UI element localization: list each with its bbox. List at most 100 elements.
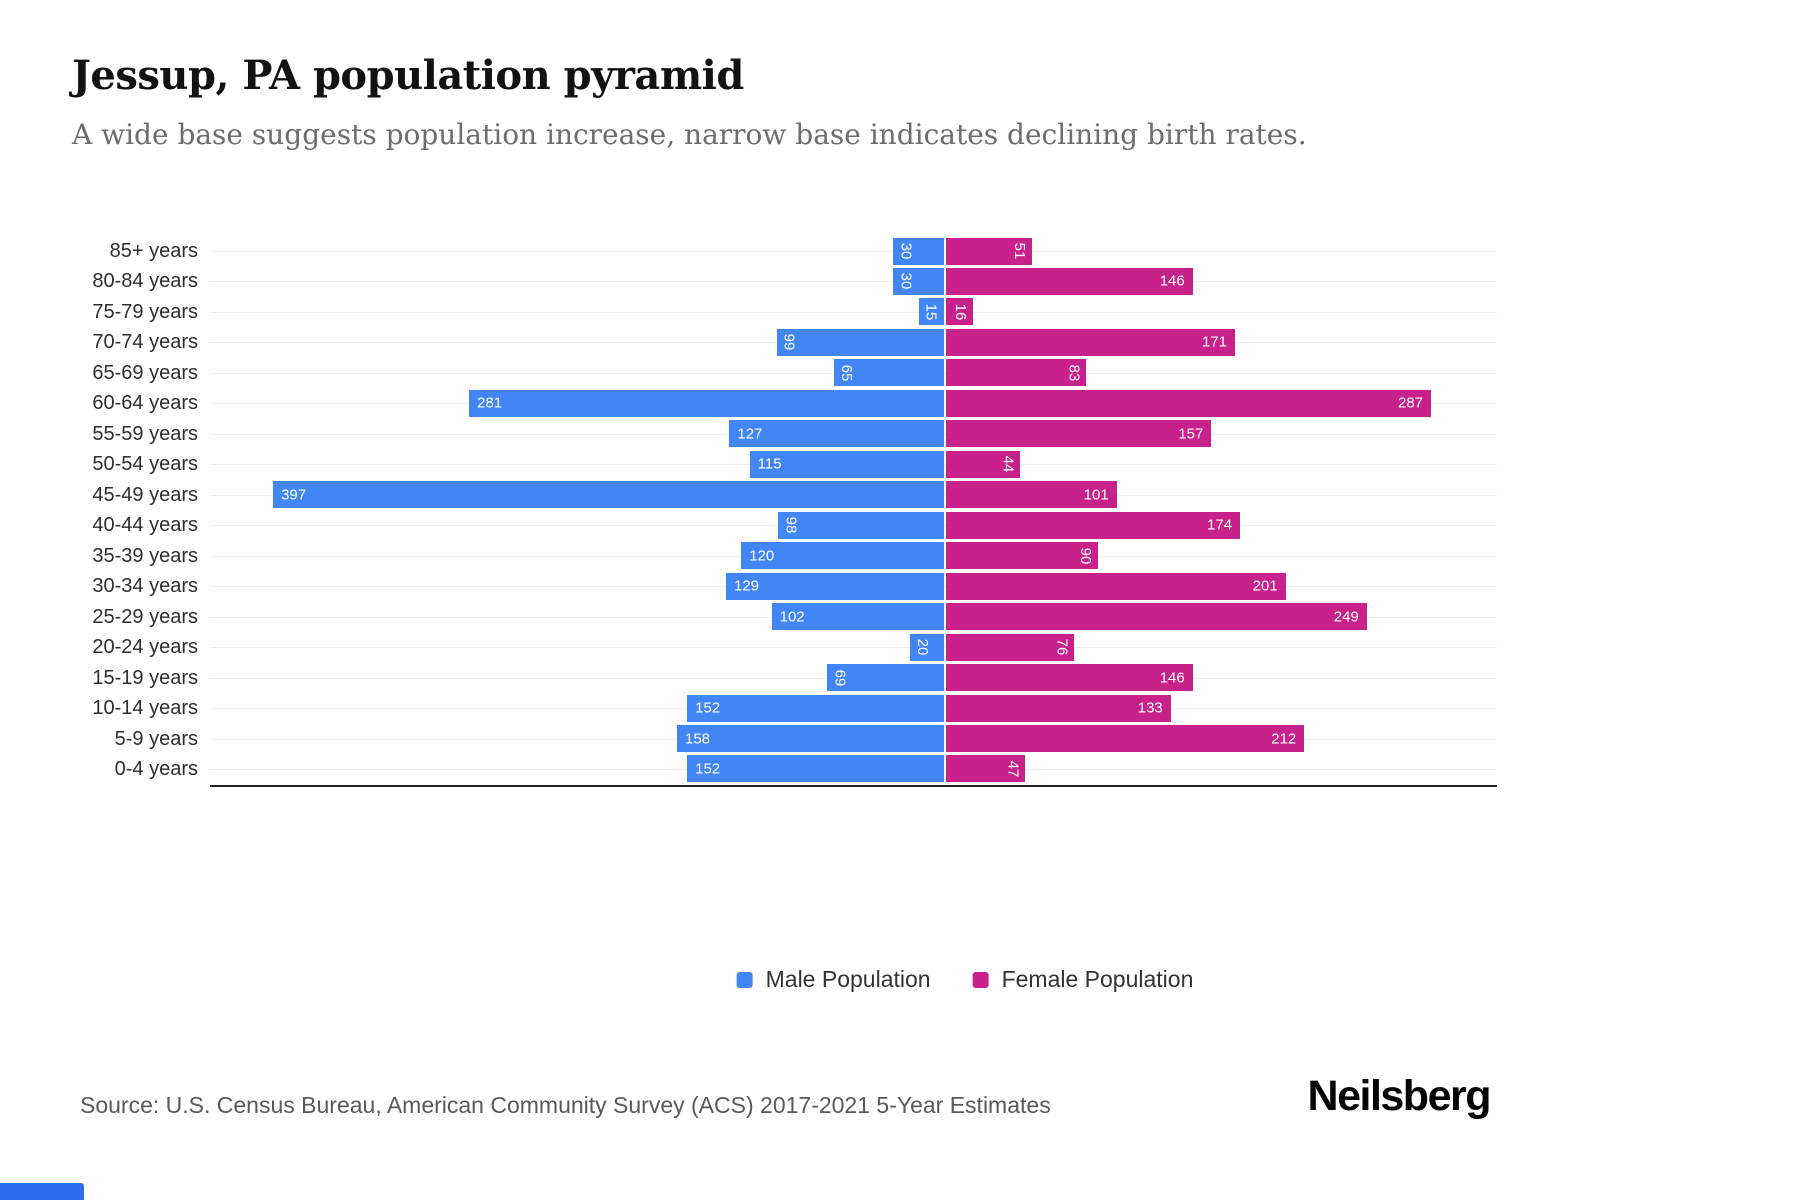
gridline: [210, 281, 1497, 282]
male-bar-40-44-years[interactable]: 98: [778, 511, 944, 539]
male-bar-50-54-years[interactable]: 115: [749, 450, 944, 478]
male-bar-45-49-years[interactable]: 397: [273, 481, 944, 509]
bar-value-label: 157: [1178, 425, 1204, 443]
age-group-label: 30-34 years: [92, 575, 198, 598]
age-group-label: 85+ years: [109, 240, 198, 262]
age-group-label: 45-49 years: [92, 483, 198, 506]
female-bar-25-29-years[interactable]: 249: [946, 603, 1367, 631]
bar-value-label: 201: [1252, 577, 1278, 595]
bar-value-label: 115: [757, 455, 782, 473]
legend-item-female[interactable]: Female Population: [972, 966, 1194, 993]
bar-value-label: 16: [952, 303, 970, 321]
male-bar-70-74-years[interactable]: 99: [776, 328, 944, 356]
bar-value-label: 146: [1159, 669, 1185, 687]
gridline: [210, 647, 1497, 648]
bar-value-label: 174: [1207, 516, 1233, 534]
chart-legend: Male Population Female Population: [736, 966, 1194, 993]
female-swatch-icon: [972, 971, 989, 988]
neilsberg-logo: Neilsberg: [1307, 1072, 1492, 1120]
legend-label-male: Male Population: [765, 966, 931, 992]
age-group-label: 80-84 years: [92, 270, 198, 293]
bar-value-label: 146: [1159, 272, 1185, 290]
female-bar-10-14-years[interactable]: 133: [946, 694, 1171, 722]
bar-value-label: 44: [999, 455, 1017, 473]
bar-value-label: 281: [477, 394, 503, 412]
female-bar-50-54-years[interactable]: 44: [946, 450, 1021, 478]
male-bar-15-19-years[interactable]: 69: [827, 664, 944, 692]
female-bar-20-24-years[interactable]: 76: [946, 633, 1075, 661]
legend-label-female: Female Population: [1001, 966, 1194, 992]
age-group-label: 35-39 years: [92, 544, 198, 567]
male-bar-30-34-years[interactable]: 129: [726, 572, 944, 600]
bar-value-label: 120: [749, 547, 775, 565]
bar-value-label: 47: [1004, 760, 1022, 778]
bar-value-label: 69: [831, 669, 849, 686]
legend-item-male[interactable]: Male Population: [736, 966, 931, 993]
female-bar-45-49-years[interactable]: 101: [946, 481, 1117, 509]
male-bar-55-59-years[interactable]: 127: [729, 420, 944, 448]
page-subtitle: A wide base suggests population increase…: [72, 118, 1307, 151]
male-bar-25-29-years[interactable]: 102: [771, 603, 944, 631]
female-bar-65-69-years[interactable]: 83: [946, 359, 1087, 387]
female-bar-55-59-years[interactable]: 157: [946, 420, 1212, 448]
age-group-label: 55-59 years: [92, 422, 198, 445]
age-group-label: 5-9 years: [114, 727, 198, 750]
male-bar-65-69-years[interactable]: 65: [834, 359, 944, 387]
male-swatch-icon: [736, 971, 753, 988]
bar-value-label: 101: [1083, 486, 1109, 504]
bar-value-label: 30: [897, 273, 915, 290]
bar-value-label: 287: [1397, 394, 1424, 412]
gridline: [210, 312, 1497, 313]
female-bar-80-84-years[interactable]: 146: [946, 267, 1193, 295]
female-bar-85+-years[interactable]: 51: [946, 237, 1033, 265]
age-group-label: 40-44 years: [92, 514, 198, 537]
female-bar-75-79-years[interactable]: 16: [946, 298, 974, 326]
bar-value-label: 51: [1011, 242, 1029, 260]
female-bar-70-74-years[interactable]: 171: [946, 328, 1235, 356]
age-group-label: 10-14 years: [92, 697, 198, 720]
population-pyramid-chart: 85+ years 80-84 years 75-79 years 70-74 yea…: [0, 237, 1800, 787]
female-bar-40-44-years[interactable]: 174: [946, 511, 1241, 539]
gridline: [210, 251, 1497, 252]
male-bar-35-39-years[interactable]: 120: [741, 542, 944, 570]
age-group-label: 0-4 years: [114, 757, 198, 780]
bar-value-label: 65: [838, 364, 856, 382]
bar-value-label: 83: [1065, 364, 1083, 382]
male-bar-60-64-years[interactable]: 281: [469, 389, 944, 417]
bar-value-label: 171: [1201, 333, 1227, 351]
male-bar-0-4-years[interactable]: 152: [687, 755, 944, 783]
age-group-label: 75-79 years: [92, 300, 198, 323]
bar-value-label: 15: [922, 303, 940, 321]
bar-value-label: 99: [780, 334, 798, 351]
male-bar-85+-years[interactable]: 30: [893, 237, 944, 265]
male-bar-80-84-years[interactable]: 30: [893, 267, 944, 295]
male-bar-75-79-years[interactable]: 15: [918, 298, 944, 326]
bar-value-label: 129: [734, 577, 760, 595]
female-bar-0-4-years[interactable]: 47: [946, 755, 1026, 783]
bar-value-label: 127: [737, 425, 763, 443]
bar-value-label: 90: [1077, 547, 1095, 565]
female-bar-30-34-years[interactable]: 201: [946, 572, 1286, 600]
plot-area: 30 51 30 146 15 16 99 171 65 83 281 287 127 157 115 44 3…: [210, 237, 1497, 787]
age-group-label: 70-74 years: [92, 331, 198, 354]
bar-value-label: 397: [281, 486, 307, 504]
bar-value-label: 152: [695, 699, 721, 717]
page-title: Jessup, PA population pyramid: [72, 52, 744, 99]
bar-value-label: 98: [782, 516, 800, 534]
source-attribution: Source: U.S. Census Bureau, American Com…: [80, 1092, 1051, 1118]
female-bar-60-64-years[interactable]: 287: [946, 389, 1432, 417]
male-bar-20-24-years[interactable]: 20: [910, 633, 944, 661]
bar-value-label: 249: [1333, 608, 1359, 626]
bar-value-label: 102: [779, 608, 805, 626]
bottom-left-blue-widget[interactable]: [0, 1183, 84, 1200]
female-bar-35-39-years[interactable]: 90: [946, 542, 1099, 570]
female-bar-5-9-years[interactable]: 212: [946, 725, 1305, 753]
male-bar-10-14-years[interactable]: 152: [687, 694, 944, 722]
bar-value-label: 133: [1137, 699, 1163, 717]
age-group-label: 25-29 years: [92, 605, 198, 628]
bar-value-label: 212: [1271, 730, 1297, 748]
male-bar-5-9-years[interactable]: 158: [676, 725, 944, 753]
age-group-label: 15-19 years: [92, 666, 198, 689]
female-bar-15-19-years[interactable]: 146: [946, 664, 1193, 692]
